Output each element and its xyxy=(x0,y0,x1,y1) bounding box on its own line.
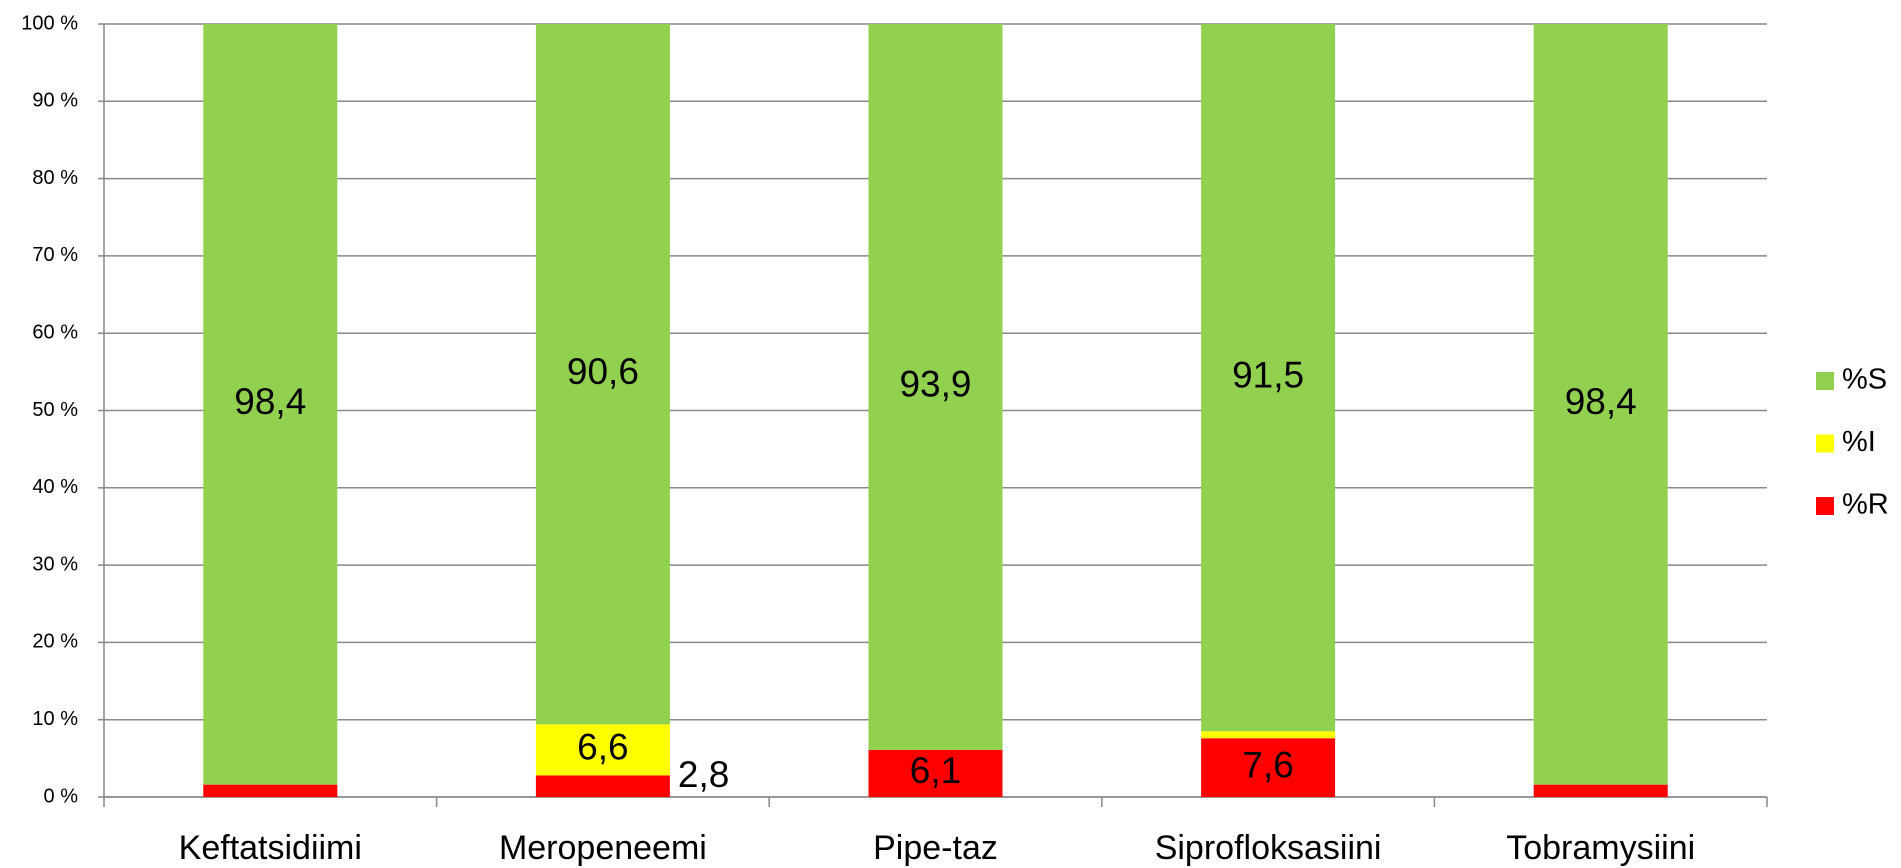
y-tick-label: 50 % xyxy=(32,399,78,421)
data-label: 7,6 xyxy=(1242,744,1293,785)
bar-segment xyxy=(535,724,670,776)
y-tick-label: 90 % xyxy=(32,90,78,112)
bar-segment xyxy=(535,24,670,725)
y-tick-label: 70 % xyxy=(32,244,78,266)
data-label: 98,4 xyxy=(234,381,306,422)
data-label: 90,6 xyxy=(567,351,639,392)
x-tick-label: Pipe-taz xyxy=(873,829,998,867)
data-label: 93,9 xyxy=(899,364,971,405)
legend-swatch xyxy=(1816,372,1834,390)
data-label: 6,1 xyxy=(910,750,961,791)
legend-label: %S xyxy=(1842,364,1887,396)
bar-segment xyxy=(868,24,1003,750)
x-tick-label: Siprofloksasiini xyxy=(1155,829,1382,867)
data-label: 91,5 xyxy=(1232,354,1304,395)
legend-label: %R xyxy=(1842,489,1889,521)
y-tick-label: 0 % xyxy=(44,785,79,807)
bar-segment xyxy=(1533,24,1668,785)
x-tick-label: Tobramysiini xyxy=(1506,829,1695,867)
x-tick-label: Keftatsidiimi xyxy=(179,829,362,867)
bar-segment xyxy=(203,24,338,785)
bar-segment xyxy=(535,775,670,797)
bar-segment xyxy=(1201,738,1336,797)
data-label: 6,6 xyxy=(577,727,628,768)
y-tick-label: 100 % xyxy=(21,12,78,34)
bar-segment xyxy=(1533,784,1668,797)
y-tick-label: 80 % xyxy=(32,167,78,189)
y-tick-label: 40 % xyxy=(32,476,78,498)
bar-segment xyxy=(1201,731,1336,739)
bar-segment xyxy=(1201,24,1336,732)
x-tick-label: Meropeneemi xyxy=(499,829,707,867)
data-label: 98,4 xyxy=(1565,381,1637,422)
y-tick-label: 10 % xyxy=(32,708,78,730)
data-label: 2,8 xyxy=(678,754,729,795)
bar-segment xyxy=(868,749,1003,797)
y-tick-label: 60 % xyxy=(32,321,78,343)
legend-swatch xyxy=(1816,497,1834,515)
y-tick-label: 20 % xyxy=(32,631,78,653)
legend-label: %I xyxy=(1842,426,1876,458)
bar-segment xyxy=(203,784,338,797)
legend-swatch xyxy=(1816,434,1834,453)
y-tick-label: 30 % xyxy=(32,553,78,575)
